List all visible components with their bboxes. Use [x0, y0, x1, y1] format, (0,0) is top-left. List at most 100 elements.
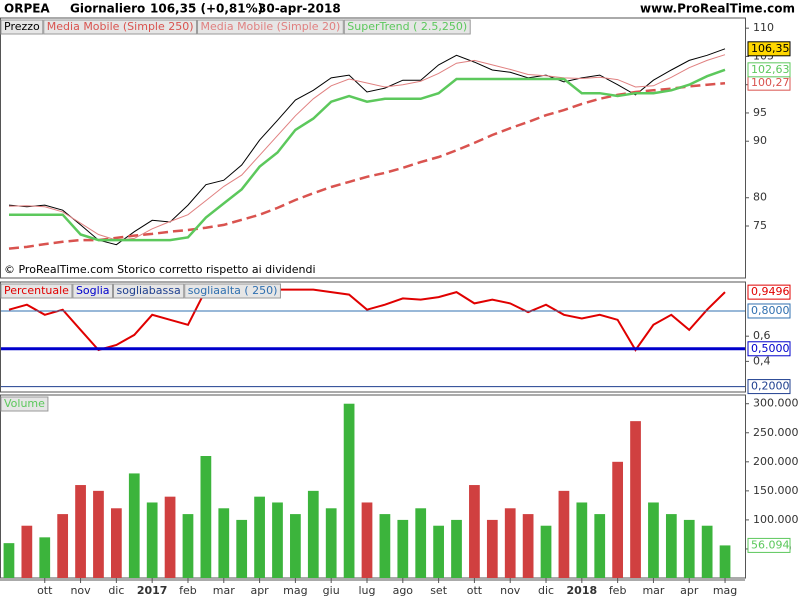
volume-bar — [3, 543, 15, 578]
x-tick-label: nov — [70, 584, 91, 597]
x-tick-label: ago — [393, 584, 414, 597]
x-tick-label: dic — [108, 584, 124, 597]
volume-bar — [504, 508, 516, 578]
legend-box — [72, 283, 113, 299]
legend-item: Volume — [0, 396, 49, 412]
volume-bar — [128, 473, 140, 578]
x-tick-label: apr — [680, 584, 699, 597]
legend-box — [184, 283, 281, 299]
x-tick-label: set — [430, 584, 447, 597]
legend-item: SuperTrend ( 2.5,250) — [343, 19, 471, 35]
legend-label: sogliabassa — [117, 284, 181, 297]
value-label: 0,8000 — [751, 304, 790, 317]
y-tick-label: 0,6 — [753, 329, 771, 342]
y-tick-label: 80 — [753, 191, 767, 204]
legend-box — [0, 19, 44, 35]
value-label-box — [747, 62, 791, 78]
volume-bar — [21, 525, 33, 578]
value-label: 0,9496 — [751, 285, 790, 298]
legend-box — [0, 396, 49, 412]
legend-label: Media Mobile (Simple 250) — [47, 20, 194, 33]
value-label: 56.094 — [751, 538, 790, 551]
volume-bar — [272, 502, 283, 578]
quote: 106,35 (+0,81%) — [150, 2, 263, 16]
value-label: 0,2000 — [751, 380, 790, 393]
volume-bar — [683, 519, 695, 578]
y-tick-label: 150.000 — [753, 484, 799, 497]
series-line — [9, 68, 726, 242]
volume-bar — [379, 514, 391, 578]
legend-item: sogliaalta ( 250) — [184, 283, 281, 299]
value-label-box — [747, 41, 791, 57]
y-tick-label: 200.000 — [753, 455, 799, 468]
x-tick-label: feb — [179, 584, 197, 597]
series-line — [8, 81, 726, 250]
volume-bar — [612, 461, 624, 578]
value-label: 0,5000 — [751, 342, 790, 355]
y-tick-label: 250.000 — [753, 426, 799, 439]
value-label: 100,27 — [751, 76, 790, 89]
note: © ProRealTime.com Storico corretto rispe… — [4, 263, 316, 276]
volume-bar — [218, 508, 230, 578]
volume-bar — [486, 519, 498, 578]
volume-bar — [182, 514, 194, 578]
x-tick-label: nov — [500, 584, 521, 597]
volume-bar — [343, 403, 355, 578]
panel-frame — [0, 17, 746, 279]
legend-box — [0, 283, 73, 299]
x-tick-label: mar — [642, 584, 664, 597]
legend-box — [43, 19, 198, 35]
legend-item: Soglia — [72, 283, 113, 299]
legend-box — [197, 19, 344, 35]
volume-bar — [361, 502, 373, 578]
y-tick-label: 0,4 — [753, 354, 771, 367]
volume-bar — [576, 502, 588, 578]
legend-item: Media Mobile (Simple 20) — [197, 19, 344, 35]
volume-bar — [648, 502, 659, 578]
y-tick-label: 90 — [753, 134, 767, 147]
volume-bar — [236, 519, 248, 578]
value-label-box — [747, 284, 791, 300]
y-tick-label: 95 — [753, 106, 767, 119]
volume-bar — [164, 496, 176, 578]
x-tick-label: dic — [538, 584, 554, 597]
volume-bar — [433, 525, 444, 578]
value-label: 102,63 — [751, 63, 790, 76]
volume-bar — [254, 496, 265, 578]
volume-bar — [540, 525, 552, 578]
volume-bar — [415, 508, 427, 578]
x-tick-label: feb — [609, 584, 627, 597]
volume-bar — [307, 490, 319, 578]
legend-box — [343, 19, 471, 35]
volume-bar — [290, 514, 301, 578]
date: 30-apr-2018 — [258, 2, 341, 16]
x-tick-label: mar — [213, 584, 235, 597]
value-label-box — [747, 303, 791, 319]
x-tick-label: mag — [713, 584, 737, 597]
value-label-box — [747, 341, 791, 357]
value-label-box — [747, 379, 791, 395]
legend-label: Prezzo — [4, 20, 40, 33]
legend-item: Percentuale — [0, 283, 73, 299]
x-tick-label: apr — [250, 584, 269, 597]
legend-label: SuperTrend ( 2.5,250) — [347, 20, 467, 33]
series-line — [8, 285, 726, 352]
y-tick-label: 300.000 — [753, 397, 799, 410]
volume-bar — [93, 490, 104, 578]
y-tick-label: 100.000 — [753, 513, 799, 526]
volume-bar — [57, 514, 69, 578]
legend-label: sogliaalta ( 250) — [188, 284, 278, 297]
volume-bar — [522, 514, 534, 578]
legend-item: sogliabassa — [113, 283, 185, 299]
y-tick-label: 75 — [753, 219, 767, 232]
volume-bar — [110, 508, 122, 578]
legend-label: Percentuale — [4, 284, 69, 297]
volume-bar — [397, 519, 409, 578]
volume-bar — [469, 485, 480, 578]
x-tick-label: ott — [467, 584, 483, 597]
legend-box — [113, 283, 185, 299]
value-label-box — [747, 537, 791, 553]
volume-bar — [665, 514, 677, 578]
